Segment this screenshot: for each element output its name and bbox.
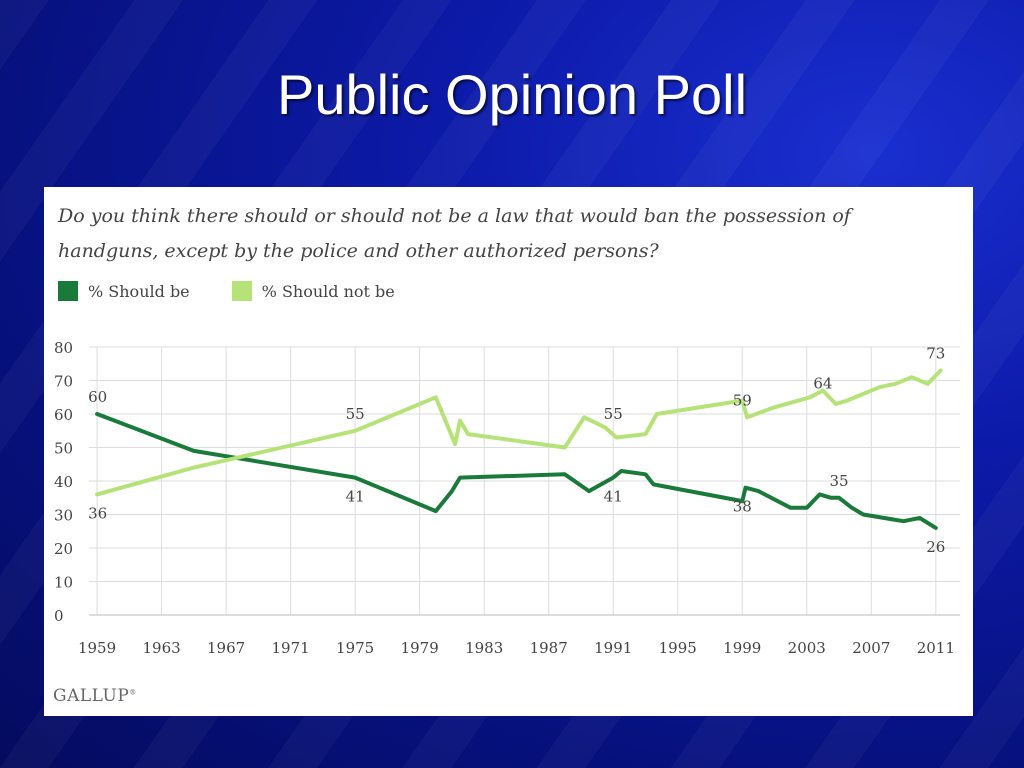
chart-legend: % Should be % Should not be xyxy=(58,280,437,302)
y-tick-label: 10 xyxy=(54,574,73,592)
data-label: 41 xyxy=(604,488,623,506)
registered-mark: ® xyxy=(129,688,137,697)
data-label: 55 xyxy=(346,405,365,423)
series-line-should-not-be xyxy=(95,368,943,497)
x-tick-label: 2007 xyxy=(852,639,890,657)
data-label: 60 xyxy=(88,388,107,406)
legend-label-should-be: % Should be xyxy=(88,281,190,301)
data-label: 36 xyxy=(88,504,107,522)
legend-swatch-should-be xyxy=(58,281,78,301)
y-tick-label: 60 xyxy=(54,406,73,424)
data-label: 35 xyxy=(829,472,848,490)
series-line-should-be xyxy=(95,412,938,530)
slide-title: Public Opinion Poll xyxy=(276,63,748,126)
x-tick-label: 1995 xyxy=(659,639,697,657)
data-label: 26 xyxy=(926,538,945,556)
legend-item-should-not-be: % Should not be xyxy=(231,281,395,301)
legend-label-should-not-be: % Should not be xyxy=(261,281,395,301)
x-tick-label: 1959 xyxy=(78,639,116,657)
line-chart: 0 10 20 30 40 50 60 70 80 1959 1963 1967 1971 1975 197… xyxy=(54,339,960,657)
gallup-logo: GALLUP® xyxy=(53,686,137,706)
y-tick-label: 20 xyxy=(54,540,73,558)
x-tick-label: 1975 xyxy=(336,639,374,657)
x-tick-label: 1979 xyxy=(401,639,439,657)
chart-panel: Do you think there should or should not … xyxy=(44,187,973,716)
y-tick-label: 40 xyxy=(54,473,73,491)
x-tick-label: 1987 xyxy=(530,639,568,657)
legend-swatch-should-not-be xyxy=(231,281,252,301)
legend-item-should-be: % Should be xyxy=(58,281,190,301)
x-tick-label: 1971 xyxy=(272,639,310,657)
x-tick-label: 1991 xyxy=(594,639,632,657)
x-tick-label: 1999 xyxy=(723,639,761,657)
poll-question: Do you think there should or should not … xyxy=(58,205,851,262)
y-tick-label: 80 xyxy=(54,339,73,357)
y-tick-label: 70 xyxy=(54,373,73,391)
y-tick-label: 30 xyxy=(54,507,73,525)
data-label: 59 xyxy=(733,391,752,409)
x-tick-label: 1983 xyxy=(465,639,503,657)
x-tick-label: 1967 xyxy=(207,639,245,657)
x-tick-label: 2011 xyxy=(917,639,955,657)
gallup-logo-text: GALLUP xyxy=(53,686,130,706)
data-label: 73 xyxy=(926,344,945,362)
data-label: 38 xyxy=(733,498,752,516)
y-tick-label: 0 xyxy=(54,607,64,625)
x-tick-label: 2003 xyxy=(788,639,826,657)
data-label: 64 xyxy=(813,375,832,393)
y-tick-label: 50 xyxy=(54,440,73,458)
x-tick-label: 1963 xyxy=(142,639,180,657)
data-label: 41 xyxy=(346,488,365,506)
data-label: 55 xyxy=(604,405,623,423)
